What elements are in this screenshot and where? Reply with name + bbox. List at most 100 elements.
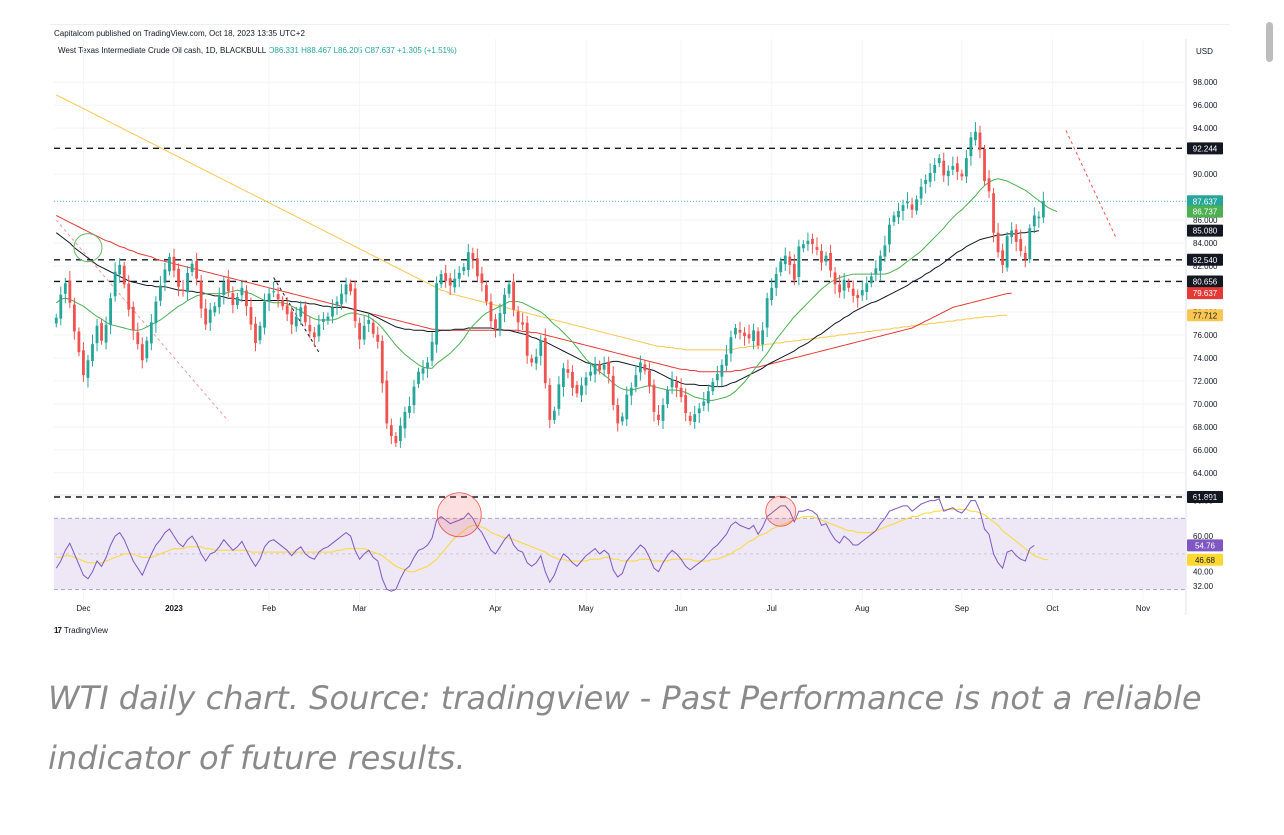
candle-body	[471, 253, 475, 260]
candle-body	[1041, 201, 1045, 218]
currency-unit: USD	[1196, 47, 1213, 56]
candle-body	[417, 371, 420, 384]
candle-body	[258, 325, 262, 341]
candle-body	[548, 385, 552, 420]
rsi-line	[55, 498, 1035, 592]
time-axis-label: Aug	[855, 604, 869, 613]
candle-body	[140, 344, 144, 361]
sma100-line	[56, 215, 1012, 373]
price-tick-label: 72.000	[1193, 377, 1218, 386]
price-chart[interactable]: 98.000 96.000 94.000 90.000 86.000 84.000 82.0…	[50, 25, 1230, 625]
candle-body	[394, 436, 398, 443]
candle-body	[955, 163, 959, 172]
candle-body	[489, 301, 493, 322]
candle-body	[303, 305, 307, 323]
scrollbar-thumb[interactable]	[1266, 22, 1273, 62]
candle-body	[159, 285, 162, 301]
candle-body	[190, 263, 194, 272]
tradingview-logo-text: TradingView	[63, 626, 108, 635]
candle-body	[398, 425, 402, 442]
candle-body	[163, 269, 167, 283]
candle-body	[412, 386, 416, 406]
candle-body	[235, 297, 239, 306]
candle-body	[910, 204, 914, 210]
candle-body	[136, 332, 140, 345]
candle-body	[679, 387, 683, 397]
candle-body	[942, 160, 946, 176]
rsi-value-tag: 54.76	[1195, 541, 1216, 550]
candle-body	[534, 356, 538, 364]
time-axis-label: Jul	[767, 604, 777, 613]
candle-body	[1028, 228, 1032, 260]
candle-body	[738, 329, 742, 333]
candle-body	[466, 252, 470, 270]
candle-body	[503, 294, 506, 315]
candle-body	[91, 344, 94, 362]
price-tick-label: 64.000	[1193, 469, 1218, 478]
candle-body	[380, 340, 384, 384]
candle-body	[521, 322, 525, 325]
candle-body	[996, 232, 1000, 253]
candle-body	[715, 373, 719, 381]
candle-body	[68, 280, 72, 303]
candle-body	[516, 311, 520, 323]
price-tick-label: 66.000	[1193, 446, 1218, 455]
candle-body	[634, 375, 638, 387]
level-price-tag-bg	[1187, 490, 1223, 503]
current-price-tag: 87.637	[1193, 197, 1218, 206]
candle-body	[883, 245, 887, 257]
candle-body	[63, 283, 67, 294]
candle-body	[824, 255, 828, 262]
candle-body	[829, 252, 832, 271]
candle-body	[353, 288, 357, 322]
rsi-tick-label: 80.00	[1193, 497, 1214, 506]
candle-body	[326, 316, 330, 321]
candle-body	[208, 309, 212, 323]
candle-body	[145, 340, 149, 359]
candle-body	[666, 390, 669, 405]
candle-body	[367, 320, 371, 324]
candle-body	[421, 368, 425, 374]
time-axis-label: Sep	[955, 604, 970, 613]
candle-body	[457, 272, 461, 279]
candle-body	[684, 395, 688, 414]
candle-body	[878, 255, 882, 272]
candle-body	[1037, 216, 1041, 219]
candle-body	[648, 370, 651, 387]
level-price-tag: 61.891	[1193, 493, 1218, 502]
candle-body	[385, 380, 389, 424]
level-price-tag: 80.656	[1193, 277, 1218, 286]
candle-body	[765, 298, 769, 328]
candle-body	[711, 382, 715, 392]
candle-body	[964, 158, 968, 177]
candle-body	[811, 238, 814, 245]
published-info: Capitalcom published on TradingView.com,…	[54, 29, 305, 38]
candle-body	[95, 325, 99, 344]
candle-body	[512, 281, 515, 310]
candle-body	[734, 328, 737, 335]
candle-body	[792, 263, 796, 280]
time-axis-label: Oct	[1046, 604, 1059, 613]
price-tick-label: 90.000	[1193, 170, 1218, 179]
sma50-line	[55, 230, 1039, 388]
sma-price-tag: 79.637	[1193, 289, 1218, 298]
candle-body	[983, 149, 986, 182]
candle-body	[847, 282, 851, 288]
candle-body	[1023, 252, 1027, 260]
candle-body	[747, 334, 751, 339]
candle-body	[245, 290, 248, 307]
rsi-tick-label: 40.00	[1193, 568, 1214, 577]
candle-body	[59, 294, 63, 319]
candle-body	[485, 285, 488, 302]
candle-body	[820, 250, 823, 263]
candle-body	[154, 301, 158, 324]
candle-body	[195, 260, 199, 279]
candle-body	[856, 294, 860, 299]
candle-body	[557, 384, 561, 409]
price-tick-label: 82.000	[1193, 262, 1218, 271]
rsi-ma-line	[56, 508, 1048, 573]
candle-body	[448, 278, 452, 286]
candle-body	[657, 414, 660, 420]
candle-body	[462, 267, 466, 272]
candle-body	[344, 284, 348, 295]
